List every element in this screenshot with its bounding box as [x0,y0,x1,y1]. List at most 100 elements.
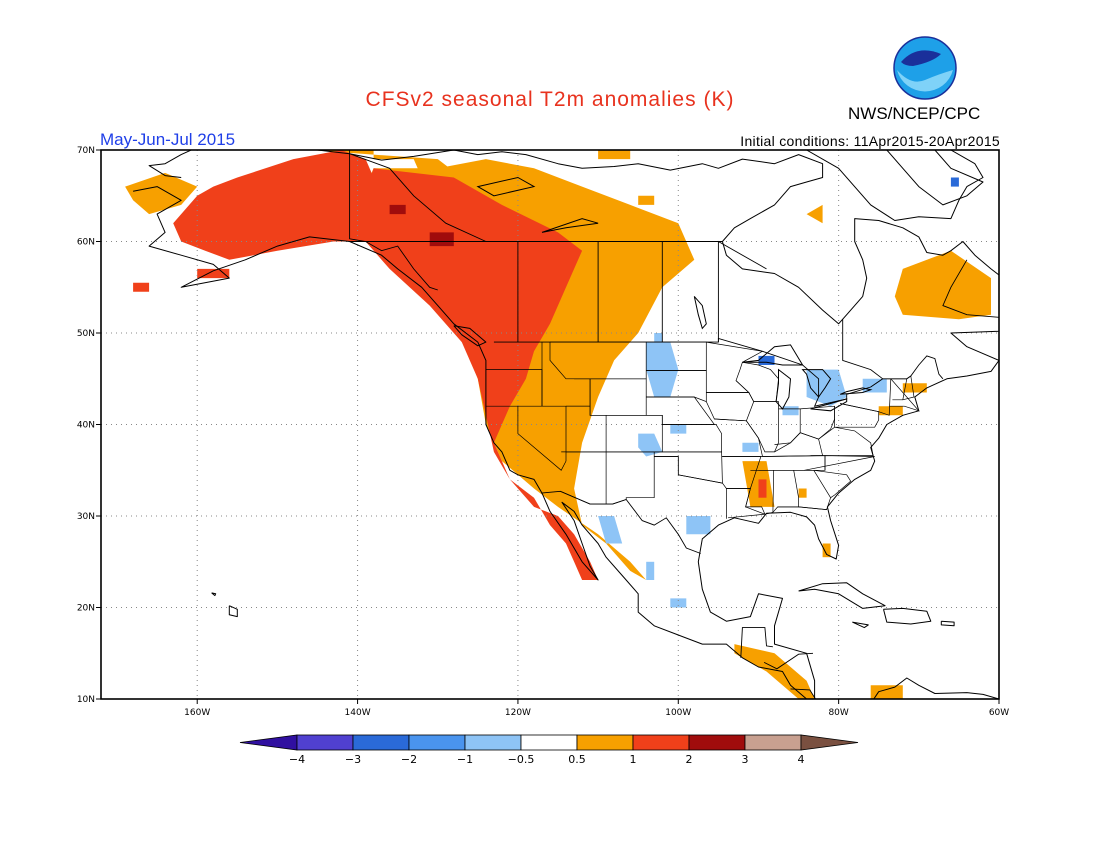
legend-box [296,734,354,751]
anomaly-region-ohio [782,406,799,416]
noaa-logo-bird [901,50,941,66]
noaa-logo-wave [897,70,953,92]
state-border [745,469,775,515]
state-border [654,456,727,519]
lake-ontario [840,387,873,395]
anomaly-region-new-england [902,383,927,393]
legend-label: −0.5 [508,753,535,766]
legend-label: −3 [345,753,361,766]
coastline-baffin-south [886,150,984,206]
forecast-period: May-Jun-Jul 2015 [100,130,236,149]
border-alaska-canada [349,150,438,291]
legend-label: 4 [798,753,805,766]
great-bear [476,176,536,197]
noaa-logo [893,36,957,100]
coastline-north-america-west-coast [133,186,807,699]
coastline-south-america [873,677,999,699]
border-yukon-nwt [349,153,487,242]
anomaly-region-mississippi-core [758,479,767,498]
noaa-logo-ring [893,36,957,100]
coastline-jamaica [852,621,869,629]
state-border [777,506,827,510]
legend-box [800,734,859,751]
agency-label: NWS/NCEP/CPC [848,104,981,123]
legend-label: 0.5 [568,753,586,766]
anomaly-region-mexico-central [646,561,655,580]
map-title: CFSv2 seasonal T2m anomalies (K) [365,88,735,111]
legend-label: 2 [686,753,693,766]
lake-huron [801,369,832,398]
anomaly-region-hudson-bay-spot [806,204,823,224]
lat-tick-label: 70N [77,146,95,156]
anomaly-region-arctic-alaska-border [309,150,462,196]
legend-box [576,734,634,751]
state-border [735,361,779,402]
lat-tick-label: 20N [77,604,95,614]
anomaly-region-central-america [734,644,815,699]
legend-label: −4 [289,753,305,766]
legend-box [352,734,410,751]
coastline-hispaniola [883,607,932,625]
anomaly-region-north-dot [638,195,655,205]
legend-label: 3 [742,753,749,766]
coastline-hawaii-1 [228,605,238,618]
political-borders [349,150,999,699]
border-mexico-guatemala [740,627,773,658]
anomaly-region-mexico-south [670,598,687,608]
anomaly-region-west-alaska-coast [125,172,198,215]
coastline-north-america-east-coast [148,150,999,699]
lat-tick-label: 30N [77,512,95,522]
state-border [726,488,766,519]
legend-label: 1 [630,753,637,766]
anomaly-region-south-america [870,685,903,699]
legend-box [744,734,802,751]
lake-winnipeg [693,296,707,330]
lon-tick-label: 140W [345,708,371,718]
legend-box [408,734,466,751]
initial-conditions: Initial conditions: 11Apr2015-20Apr2015 [740,133,1000,149]
color-legend: −4 −3 −2 −1 −0.5 0.5 1 2 3 4 [239,734,859,766]
legend-box [239,734,298,751]
lat-tick-label: 60N [77,238,95,248]
lat-tick-label: 50N [77,329,95,339]
axis-ticks: 160W 140W 120W 100W 80W 60W 70N 60N 50N 40N 30N 20N… [77,146,1009,718]
lon-tick-label: 80W [828,708,848,718]
anomaly-region-great-lakes-east [806,369,847,407]
legend-box [464,734,522,751]
anomaly-region-arctic-dot [598,150,631,160]
anomaly-region-dakota-north [654,333,663,343]
border-quebec-labrador [942,259,999,318]
anomaly-region-aleutian-west [133,282,150,292]
coastline-vancouver-island [453,325,487,347]
state-border [840,378,892,416]
anomaly-region-nebraska [670,424,687,434]
great-slave [541,218,599,233]
lon-tick-label: 120W [505,708,531,718]
coastline-hudson-islands [806,150,984,221]
lat-tick-label: 40N [77,421,95,431]
state-border [485,369,543,407]
state-border [804,455,875,471]
state-border [891,378,908,401]
anomaly-region-new-york [878,406,903,416]
legend-label: −1 [457,753,473,766]
anomaly-region-kansas [638,433,663,457]
anomaly-region-bc-yukon [357,168,599,581]
anomaly-region-alaska-interior [173,150,374,260]
state-border [813,469,852,498]
state-border [902,375,915,401]
border-quebec-ontario [842,319,883,380]
anomaly-region-florida [822,543,831,558]
state-border [550,341,647,380]
anomaly-region-tennessee [742,442,759,452]
anomaly-region-yukon-peak-2 [429,232,454,247]
lon-tick-label: 160W [184,708,210,718]
lon-tick-label: 60W [989,708,1009,718]
legend-box [688,734,746,751]
anomaly-region-dakotas [646,342,679,397]
state-border [517,406,567,471]
coastline-cuba [798,582,886,609]
coastlines [133,150,999,699]
lat-tick-label: 10N [77,695,95,705]
